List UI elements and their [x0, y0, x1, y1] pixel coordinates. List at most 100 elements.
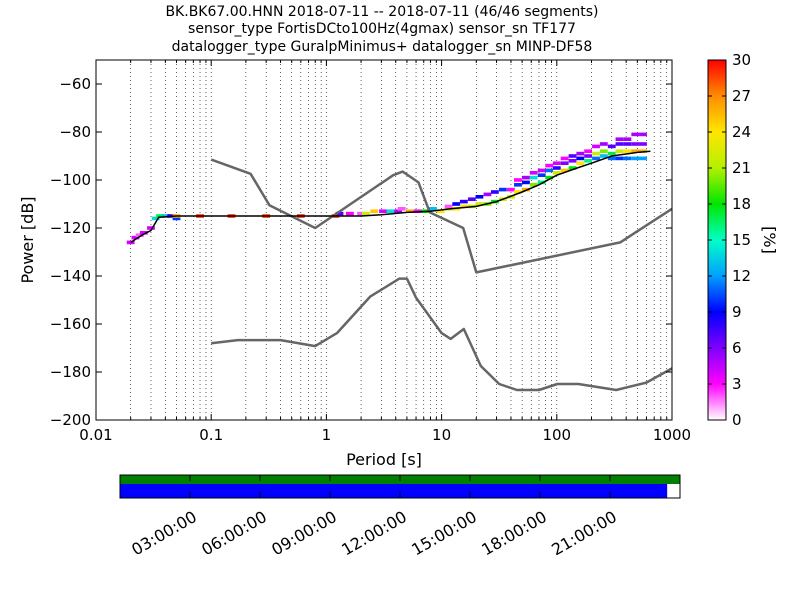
histogram-bin [592, 156, 600, 161]
histogram-bin [584, 159, 593, 163]
histogram-bin [537, 180, 546, 185]
y-tick-label: −80 [59, 123, 91, 141]
histogram-bin [623, 137, 632, 141]
histogram-bin [615, 156, 624, 161]
colorbar-label: [%] [760, 226, 779, 254]
y-tick-label: −160 [50, 315, 91, 333]
histogram-bin [452, 202, 461, 206]
histogram-bin [139, 231, 148, 235]
histogram-bin [537, 173, 546, 177]
histogram-bin [498, 187, 507, 192]
histogram-bin [631, 132, 640, 137]
histogram-bin [545, 163, 554, 168]
timeline-tick-label: 12:00:00 [338, 507, 410, 559]
histogram-bin [459, 204, 468, 209]
histogram-bins [126, 132, 647, 245]
histogram-bin [151, 216, 160, 221]
y-tick-label: −100 [50, 171, 91, 189]
histogram-bin [639, 156, 647, 161]
histogram-bin [537, 168, 546, 173]
histogram-bin [560, 168, 569, 173]
series-lines [130, 150, 673, 392]
colorbar: 0 3 6 9 12 15 18 21 24 27 30 [%] [707, 51, 779, 429]
colorbar-gradient [708, 60, 726, 420]
histogram-bin [490, 190, 499, 194]
colorbar-tick-label: 15 [732, 231, 751, 249]
histogram-bin [428, 207, 437, 211]
colorbar-tick-label: 9 [732, 303, 742, 321]
histogram-bin [552, 166, 561, 170]
timeline-tick-label: 06:00:00 [198, 507, 270, 559]
histogram-bin [436, 209, 445, 213]
colorbar-tick-label: 12 [732, 267, 751, 285]
x-tick-label: 10 [432, 426, 451, 444]
grid-lines [95, 60, 668, 420]
histogram-bin [639, 132, 647, 137]
colorbar-tick-label: 0 [732, 411, 742, 429]
histogram-bin [545, 175, 554, 180]
psd-plot-area: 0.01 0.1 1 10 100 1000 −60 −80 −100 −120 −140 −160… [50, 59, 691, 444]
histogram-bin [607, 144, 616, 149]
histogram-bin [623, 149, 632, 153]
histogram-bin [475, 202, 484, 206]
histogram-bin [631, 156, 640, 161]
histogram-bin [599, 154, 608, 158]
timeline-tick-label: 21:00:00 [548, 507, 620, 559]
title-line-3: datalogger_type GuralpMinimus+ datalogge… [172, 39, 593, 55]
histogram-bin [514, 178, 522, 182]
y-tick-label: −180 [50, 363, 91, 381]
timeline-tick-label: 03:00:00 [128, 507, 200, 559]
x-tick-label: 1000 [653, 426, 691, 444]
histogram-bin [529, 183, 538, 187]
histogram-bin [560, 156, 569, 161]
histogram-bin [568, 159, 577, 163]
coverage-segment-psd-coverage [120, 484, 668, 498]
y-tick-label: −200 [50, 411, 91, 429]
histogram-bin [522, 180, 530, 185]
histogram-bin [459, 199, 468, 204]
histogram-bin [631, 149, 640, 153]
x-tick-label: 0.1 [199, 426, 223, 444]
histogram-bin [545, 168, 554, 173]
histogram-bin [568, 166, 577, 170]
histogram-bin [615, 142, 624, 146]
histogram-bin [576, 151, 585, 156]
histogram-bin [357, 211, 365, 216]
histogram-bin [444, 204, 453, 209]
x-tick-label: 1 [322, 426, 332, 444]
x-tick-label: 0.01 [79, 426, 112, 444]
histogram-bin [576, 156, 585, 161]
histogram-bin [507, 187, 515, 192]
histogram-bin [514, 190, 522, 194]
y-axis-label: Power [dB] [18, 196, 37, 283]
colorbar-tick-label: 24 [732, 123, 751, 141]
histogram-bin [623, 156, 632, 161]
histogram-bin [483, 192, 492, 197]
histogram-bin [560, 161, 569, 165]
histogram-bin [592, 151, 600, 156]
series-line-nhnm [210, 158, 673, 274]
timeline-tick-label: 18:00:00 [478, 507, 550, 559]
histogram-bin [607, 156, 616, 161]
colorbar-ticks: 0 3 6 9 12 15 18 21 24 27 30 [708, 51, 751, 429]
histogram-bin [615, 149, 624, 153]
histogram-bin [335, 211, 344, 216]
histogram-bin [623, 142, 632, 146]
histogram-bin [370, 209, 379, 213]
plot-frame [95, 59, 673, 421]
histogram-bin [405, 209, 414, 213]
series-line-mean [130, 150, 651, 244]
histogram-bin [584, 154, 593, 158]
colorbar-tick-label: 21 [732, 159, 751, 177]
title-line-2: sensor_type FortisDCto100Hz(4gmax) senso… [188, 21, 576, 37]
y-tick-label: −60 [59, 75, 91, 93]
histogram-bin [514, 183, 522, 187]
coverage-timeline: 03:00:0006:00:0009:00:0012:00:0015:00:00… [119, 474, 681, 559]
timeline-tick-label: 15:00:00 [408, 507, 480, 559]
chart-title: BK.BK67.00.HNN 2018-07-11 -- 2018-07-11 … [165, 4, 598, 55]
histogram-bin [386, 209, 395, 213]
histogram-bin [584, 149, 593, 153]
histogram-bin [475, 195, 484, 199]
histogram-bin [361, 211, 370, 216]
